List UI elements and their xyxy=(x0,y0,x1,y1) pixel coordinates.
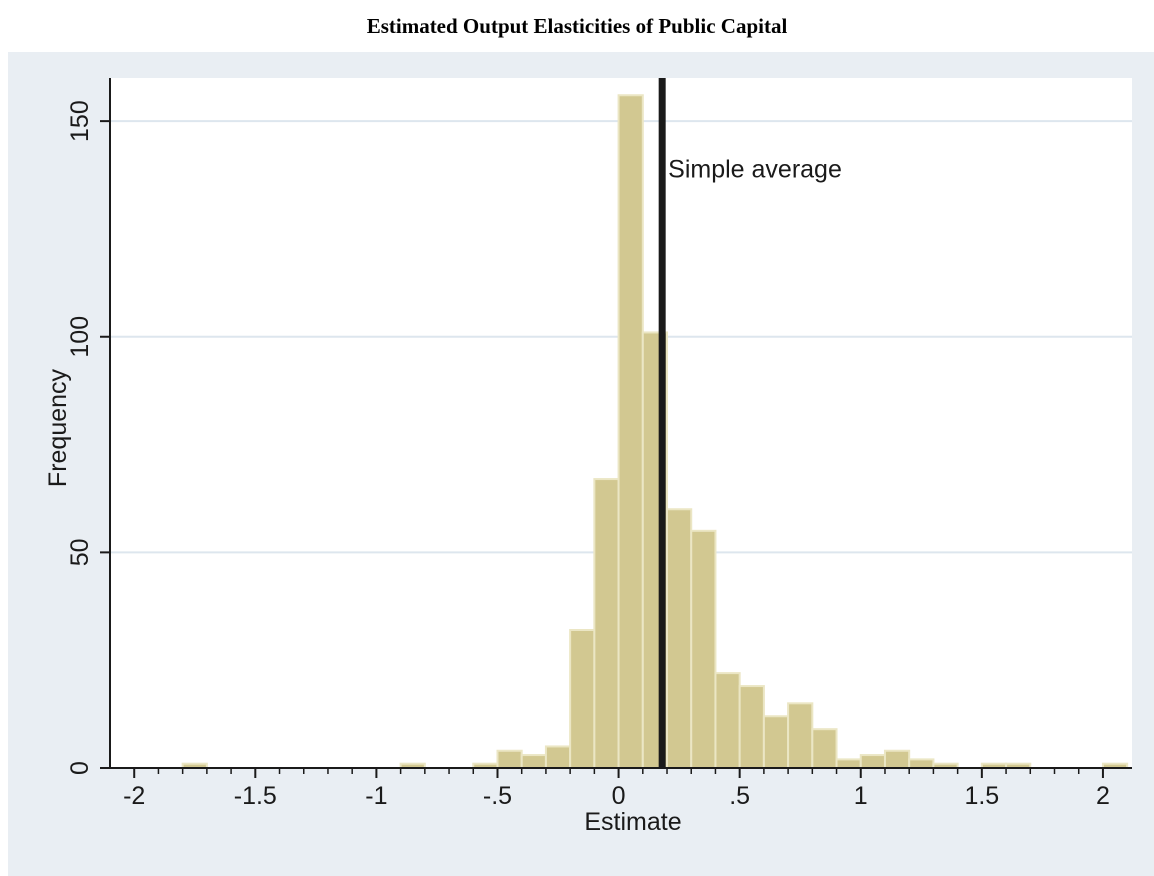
x-axis-title: Estimate xyxy=(584,808,681,836)
y-tick-label: 150 xyxy=(66,100,94,142)
x-tick-label: 1 xyxy=(854,782,868,810)
histogram-bar xyxy=(762,715,790,769)
y-axis-title: Frequency xyxy=(44,368,72,487)
histogram-bar xyxy=(811,728,838,769)
figure-title: Estimated Output Elasticities of Public … xyxy=(366,14,788,38)
histogram-bar xyxy=(520,754,547,769)
x-tick-label: 0 xyxy=(612,782,626,810)
y-tick-label: 100 xyxy=(66,316,94,358)
histogram-bar xyxy=(617,94,644,769)
histogram-bar xyxy=(593,478,620,769)
histogram-bar xyxy=(569,629,596,769)
histogram-bar xyxy=(787,702,814,769)
histogram-bar xyxy=(859,754,886,769)
histogram-bar xyxy=(908,758,935,769)
y-tick-label: 50 xyxy=(66,538,94,566)
reference-line-group: Simple average xyxy=(658,78,842,768)
x-tick-label: -1 xyxy=(365,782,387,810)
y-tick-label: 0 xyxy=(66,761,94,775)
x-tick-label: -1.5 xyxy=(234,782,277,810)
x-tick-label: .5 xyxy=(729,782,750,810)
histogram-bar xyxy=(690,529,717,769)
histogram-bar xyxy=(496,749,523,769)
x-tick-label: -2 xyxy=(123,782,145,810)
histogram-bar xyxy=(714,672,741,769)
histogram-bar xyxy=(835,758,862,769)
histogram-bar xyxy=(666,508,693,769)
x-tick-label: 2 xyxy=(1096,782,1110,810)
x-tick-label: 1.5 xyxy=(964,782,999,810)
histogram-bar xyxy=(738,685,765,769)
x-tick-label: -.5 xyxy=(483,782,512,810)
histogram-bar xyxy=(544,745,572,769)
simple-average-label: Simple average xyxy=(668,156,842,184)
histogram-bar xyxy=(883,749,911,769)
axes: -2 -1.5 -1 -.5 0 .5 1 1.5 2 0 50 100 150 xyxy=(66,78,1132,810)
